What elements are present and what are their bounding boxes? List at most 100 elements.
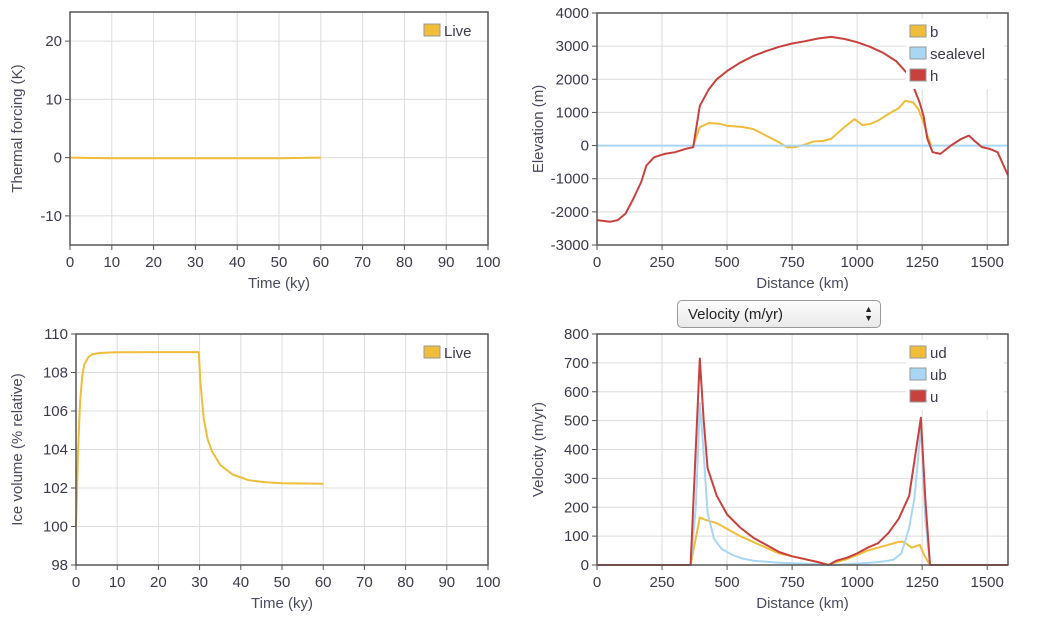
legend-label: Live <box>444 345 472 362</box>
legend-swatch <box>423 23 441 37</box>
y-tick-label: 200 <box>564 499 589 516</box>
x-tick-label: 0 <box>72 574 80 591</box>
velocity-select-value: Velocity (m/yr) <box>688 305 784 323</box>
x-tick-label: 1500 <box>971 254 1004 271</box>
velocity-chart: 0 250 500 750 1000 1250 1500 0 100 200 300 400 500 60… <box>530 326 1009 612</box>
x-tick-label: 750 <box>780 254 805 271</box>
legend-swatch <box>909 367 927 381</box>
legend-label: u <box>930 389 938 406</box>
velocity-select[interactable]: Velocity (m/yr) ▲ ▼ <box>677 300 881 328</box>
x-tick-label: 0 <box>66 254 74 271</box>
y-tick-label: 500 <box>564 413 589 430</box>
x-tick-label: 100 <box>475 254 500 271</box>
x-tick-label: 50 <box>274 574 291 591</box>
updown-chevron-icon: ▲ ▼ <box>864 304 873 323</box>
x-tick-label: 500 <box>715 574 740 591</box>
x-axis-label: Distance (km) <box>756 595 849 612</box>
x-axis-label: Time (ky) <box>251 595 313 612</box>
x-tick-label: 90 <box>438 574 455 591</box>
legend-label: ub <box>930 367 947 384</box>
series-line-ub <box>597 402 1008 566</box>
legend-swatch <box>909 389 927 403</box>
x-tick-label: 250 <box>650 574 675 591</box>
series-line-h <box>596 35 1009 223</box>
y-tick-label: 108 <box>43 365 68 382</box>
series-line-Live <box>75 351 324 527</box>
legend-label: sealevel <box>930 46 985 63</box>
x-tick-label: 90 <box>438 254 455 271</box>
y-tick-label: 400 <box>564 442 589 459</box>
x-tick-label: 40 <box>232 574 249 591</box>
y-tick-label: 10 <box>45 91 62 108</box>
y-axis-label: Thermal forcing (K) <box>9 64 26 192</box>
x-tick-label: 1250 <box>905 574 938 591</box>
grid <box>75 333 489 566</box>
y-tick-label: 600 <box>564 384 589 401</box>
y-tick-label: 20 <box>45 33 62 50</box>
series-line-b <box>692 99 933 149</box>
x-tick-label: 40 <box>229 254 246 271</box>
y-tick-label: -2000 <box>551 204 589 221</box>
legend: Live <box>423 23 472 40</box>
x-tick-label: 50 <box>271 254 288 271</box>
y-tick-label: 700 <box>564 355 589 372</box>
ice-volume-chart: 0 10 20 30 40 50 60 70 80 90 100 98 100 102 104 106 108 1… <box>9 326 501 612</box>
legend-swatch <box>909 68 927 82</box>
legend-swatch <box>423 345 441 359</box>
plot-frame <box>596 12 1009 246</box>
y-tick-label: 800 <box>564 326 589 343</box>
x-tick-label: 60 <box>312 254 329 271</box>
y-tick-label: 98 <box>51 557 68 574</box>
y-tick-label: 0 <box>581 138 589 155</box>
y-tick-label: 0 <box>54 150 62 167</box>
y-tick-label: 300 <box>564 470 589 487</box>
y-axis-label: Ice volume (% relative) <box>9 373 26 526</box>
x-tick-label: 750 <box>780 574 805 591</box>
thermal-forcing-chart: 0 10 20 30 40 50 60 70 80 90 100 -10 0 10 20 Time (ky) T… <box>9 11 501 292</box>
x-tick-label: 30 <box>187 254 204 271</box>
legend: Live <box>423 345 472 362</box>
legend: ud ub u <box>906 340 1004 410</box>
series-line-Live <box>69 156 321 160</box>
y-tick-label: 3000 <box>556 38 589 55</box>
legend-label: b <box>930 24 938 41</box>
legend-swatch <box>909 345 927 359</box>
y-tick-label: 1000 <box>556 104 589 121</box>
y-tick-label: 0 <box>581 557 589 574</box>
x-tick-label: 70 <box>356 574 373 591</box>
y-axis-label: Elevation (m) <box>530 85 547 173</box>
x-tick-label: 500 <box>715 254 740 271</box>
x-tick-label: 10 <box>109 574 126 591</box>
legend-swatch <box>909 24 927 38</box>
legend-label: h <box>930 68 938 85</box>
x-tick-label: 30 <box>191 574 208 591</box>
y-tick-label: 110 <box>44 326 68 343</box>
x-tick-label: 1250 <box>905 254 938 271</box>
x-tick-label: 80 <box>397 574 414 591</box>
x-tick-label: 250 <box>650 254 675 271</box>
x-axis-label: Time (ky) <box>248 275 310 292</box>
x-tick-label: 0 <box>593 254 601 271</box>
series-line-u <box>597 357 1008 566</box>
y-tick-label: -10 <box>40 208 62 225</box>
x-tick-label: 80 <box>396 254 413 271</box>
y-axis-label: Velocity (m/yr) <box>530 402 547 497</box>
x-tick-label: 1000 <box>840 574 873 591</box>
y-tick-label: 2000 <box>556 71 589 88</box>
x-tick-label: 1000 <box>840 254 873 271</box>
legend-label: Live <box>444 23 472 40</box>
y-tick-label: 4000 <box>556 5 589 22</box>
legend-swatch <box>909 46 927 60</box>
elevation-chart: 0 250 500 750 1000 1250 1500 -3000 -2000 -1000 0 10… <box>530 5 1009 292</box>
y-tick-label: 104 <box>43 442 68 459</box>
x-tick-label: 60 <box>315 574 332 591</box>
x-tick-label: 1500 <box>971 574 1004 591</box>
x-tick-label: 10 <box>103 254 120 271</box>
y-tick-label: 100 <box>43 519 68 536</box>
x-tick-label: 20 <box>150 574 167 591</box>
x-tick-label: 100 <box>475 574 500 591</box>
y-tick-label: -1000 <box>551 171 589 188</box>
legend-label: ud <box>930 345 947 362</box>
legend: b sealevel h <box>906 19 1004 89</box>
y-tick-label: 100 <box>564 528 589 545</box>
